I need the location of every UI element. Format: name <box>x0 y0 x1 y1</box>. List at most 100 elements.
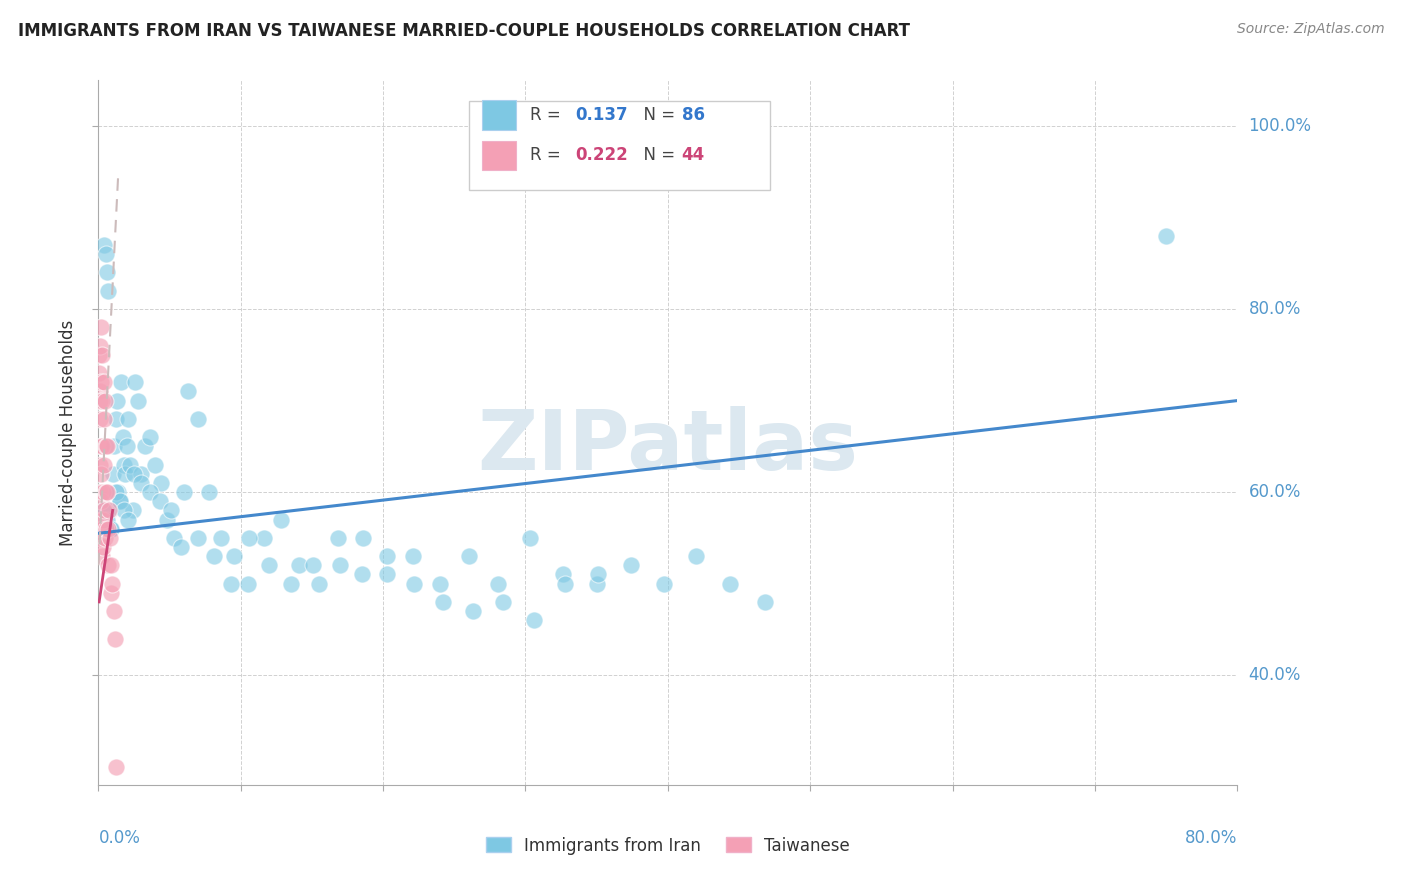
Point <box>457 549 479 564</box>
Point <box>94 393 117 408</box>
Point <box>104 485 127 500</box>
Point <box>288 558 311 573</box>
Text: 0.0%: 0.0% <box>98 830 141 847</box>
Point <box>302 558 325 573</box>
Point <box>90 531 112 545</box>
Point <box>100 522 122 536</box>
Point <box>149 494 172 508</box>
Point <box>122 467 145 481</box>
Point <box>222 549 245 564</box>
Point <box>685 549 707 564</box>
Point <box>586 567 609 582</box>
Point <box>187 412 209 426</box>
Point <box>377 549 399 564</box>
Text: Source: ZipAtlas.com: Source: ZipAtlas.com <box>1237 22 1385 37</box>
Point <box>90 439 112 453</box>
Point <box>554 576 576 591</box>
Text: 80.0%: 80.0% <box>1249 300 1301 318</box>
Point <box>118 458 141 472</box>
Point <box>108 494 131 508</box>
Point <box>652 576 675 591</box>
Point <box>90 320 112 334</box>
Point <box>89 366 111 380</box>
Point <box>117 412 139 426</box>
Point <box>280 576 302 591</box>
Point <box>160 503 183 517</box>
Point <box>259 558 281 573</box>
Point <box>170 540 193 554</box>
Point <box>124 376 146 390</box>
Point <box>89 339 111 353</box>
Point <box>90 467 112 481</box>
Point <box>90 522 112 536</box>
Point <box>89 384 111 399</box>
Point <box>89 393 111 408</box>
Point <box>177 384 200 399</box>
Point <box>173 485 195 500</box>
Point <box>270 512 292 526</box>
Point <box>94 485 117 500</box>
Point <box>329 558 352 573</box>
Text: 86: 86 <box>682 106 704 124</box>
Point <box>98 531 121 545</box>
Point <box>91 348 114 362</box>
Text: R =: R = <box>530 146 567 164</box>
Point <box>551 567 574 582</box>
Point <box>101 576 124 591</box>
Point <box>187 531 209 545</box>
Point <box>93 376 115 390</box>
Point <box>138 485 160 500</box>
Point <box>352 531 374 545</box>
Point <box>96 522 118 536</box>
Point <box>492 595 515 609</box>
Point <box>100 558 122 573</box>
Point <box>112 458 135 472</box>
Point <box>89 348 111 362</box>
Point <box>326 531 349 545</box>
Point <box>105 393 128 408</box>
Point <box>138 430 160 444</box>
Point <box>252 531 274 545</box>
Point <box>156 512 179 526</box>
Point <box>96 485 118 500</box>
Point <box>111 430 134 444</box>
Point <box>93 531 115 545</box>
Point <box>100 586 122 600</box>
Point <box>350 567 373 582</box>
Point <box>90 512 112 526</box>
Point <box>110 376 132 390</box>
Point <box>97 558 120 573</box>
Point <box>523 613 546 627</box>
Point <box>107 485 129 500</box>
Text: 44: 44 <box>682 146 704 164</box>
Point <box>105 759 128 773</box>
Point <box>90 549 112 564</box>
Point <box>308 576 330 591</box>
FancyBboxPatch shape <box>468 102 770 189</box>
Text: N =: N = <box>633 146 681 164</box>
Point <box>429 576 451 591</box>
Point <box>97 284 120 298</box>
Point <box>112 503 135 517</box>
Point <box>219 576 242 591</box>
Text: 0.222: 0.222 <box>575 146 628 164</box>
Point <box>108 494 131 508</box>
Text: 40.0%: 40.0% <box>1249 666 1301 684</box>
Point <box>91 512 114 526</box>
Text: 60.0%: 60.0% <box>1249 483 1301 501</box>
Point <box>96 265 118 279</box>
Point <box>117 512 139 526</box>
Point <box>96 439 118 453</box>
Point <box>209 531 232 545</box>
Point <box>754 595 776 609</box>
Text: IMMIGRANTS FROM IRAN VS TAIWANESE MARRIED-COUPLE HOUSEHOLDS CORRELATION CHART: IMMIGRANTS FROM IRAN VS TAIWANESE MARRIE… <box>18 22 910 40</box>
Point <box>94 247 117 261</box>
FancyBboxPatch shape <box>482 100 516 129</box>
Point <box>720 576 742 591</box>
Point <box>90 376 112 390</box>
Point <box>402 549 425 564</box>
Point <box>103 439 125 453</box>
Point <box>129 475 152 490</box>
Point <box>104 412 127 426</box>
Point <box>585 576 607 591</box>
